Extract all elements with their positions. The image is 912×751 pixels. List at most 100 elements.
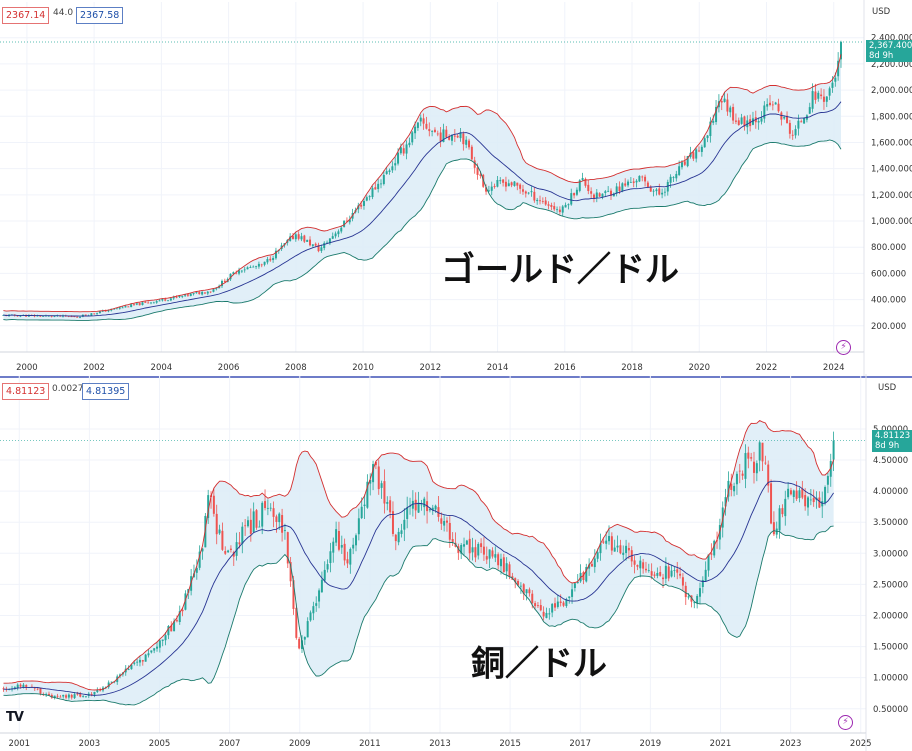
copper-candle: [696, 595, 699, 604]
gold-candle: [189, 293, 192, 296]
copper-candle: [482, 546, 485, 555]
copper-candle: [70, 694, 73, 698]
gold-candle: [306, 239, 309, 242]
copper-candle: [693, 602, 696, 604]
gold-candle: [397, 152, 400, 164]
copper-candle: [826, 476, 829, 485]
gold-bid-price[interactable]: 2367.14: [2, 7, 50, 24]
copper-candle: [258, 526, 261, 528]
copper-candle: [170, 625, 173, 632]
gold-candle: [723, 98, 726, 102]
gold-ask-price[interactable]: 2367.58: [76, 7, 124, 24]
gold-candle: [658, 188, 661, 195]
copper-candle: [39, 688, 42, 694]
gold-candle: [493, 186, 496, 188]
copper-candle: [798, 490, 801, 499]
gold-currency-label[interactable]: USD: [872, 7, 891, 17]
gold-candle: [672, 177, 675, 178]
copper-candle: [804, 495, 807, 507]
copper-bid-price[interactable]: 4.81123: [2, 383, 50, 400]
gold-countdown: 8d 9h: [869, 51, 894, 61]
gold-candle: [465, 139, 468, 145]
gold-candle: [519, 184, 522, 189]
gold-candle: [422, 118, 425, 124]
copper-ask-price[interactable]: 4.81395: [82, 383, 130, 400]
gold-candle: [607, 190, 610, 192]
copper-candle: [403, 519, 406, 530]
copper-candle: [679, 573, 682, 576]
gold-candle: [223, 280, 226, 283]
copper-candle: [474, 547, 477, 558]
gold-candle: [73, 316, 76, 318]
copper-candle: [505, 563, 508, 572]
copper-candle: [312, 606, 315, 614]
gold-spread: 44.0: [53, 8, 74, 18]
gold-candle: [178, 296, 181, 298]
copper-candle: [735, 473, 738, 485]
gold-candle: [450, 134, 453, 141]
copper-candle: [318, 590, 321, 602]
gold-candle: [780, 112, 783, 120]
gold-candle: [737, 120, 740, 126]
gold-candle: [272, 258, 275, 261]
gold-y-tick-label: 400.000: [871, 296, 906, 306]
copper-candle: [164, 635, 167, 641]
copper-candle: [733, 485, 736, 492]
gold-candle: [706, 135, 709, 139]
copper-spread: 0.00272: [52, 384, 90, 394]
gold-candle: [828, 88, 831, 96]
gold-candle: [212, 289, 215, 292]
copper-x-tick-label: 2001: [8, 739, 30, 749]
copper-candle: [559, 601, 562, 603]
gold-candle: [698, 150, 701, 152]
copper-candle: [59, 696, 62, 698]
copper-candle: [366, 481, 369, 508]
copper-candle: [573, 583, 576, 589]
copper-candle: [698, 588, 701, 597]
gold-candle: [689, 152, 692, 157]
copper-candle: [391, 511, 394, 534]
copper-candle: [545, 612, 548, 618]
gold-candle: [181, 296, 184, 297]
gold-candle: [734, 120, 737, 122]
copper-candle: [653, 574, 656, 576]
gold-candle: [496, 179, 499, 187]
gold-candle: [314, 243, 317, 246]
copper-candle: [198, 551, 201, 568]
gold-candle: [590, 191, 593, 194]
copper-candle: [676, 569, 679, 573]
gold-y-tick-label: 1,000.000: [871, 217, 912, 227]
copper-x-tick-label: 2015: [499, 739, 521, 749]
gold-candle: [326, 242, 329, 244]
gold-candle: [720, 100, 723, 103]
gold-candle: [541, 201, 544, 202]
gold-candle: [132, 304, 135, 306]
copper-candle: [414, 499, 417, 511]
gold-candle: [127, 306, 130, 308]
gold-candle: [456, 135, 459, 138]
gold-candle: [141, 302, 144, 305]
copper-candle: [465, 540, 468, 545]
copper-candle: [704, 569, 707, 581]
gold-x-tick-label: 2018: [621, 363, 643, 373]
copper-candle: [440, 518, 443, 524]
gold-candle: [683, 161, 686, 165]
copper-candle: [508, 564, 511, 577]
copper-candle: [724, 497, 727, 507]
copper-candle: [272, 508, 275, 517]
copper-candle: [93, 692, 96, 695]
tradingview-logo[interactable]: TV: [6, 710, 24, 725]
copper-candle: [167, 626, 170, 636]
copper-candle: [687, 596, 690, 598]
gold-candle: [700, 146, 703, 152]
copper-candle: [144, 654, 147, 662]
lightning-icon[interactable]: ⚡: [838, 715, 853, 730]
copper-candle: [701, 579, 704, 587]
copper-candle: [812, 497, 815, 503]
lightning-icon[interactable]: ⚡: [836, 340, 851, 355]
gold-candle: [644, 176, 647, 182]
copper-candle: [656, 572, 659, 576]
copper-currency-label[interactable]: USD: [878, 383, 897, 393]
gold-candle: [84, 314, 87, 316]
